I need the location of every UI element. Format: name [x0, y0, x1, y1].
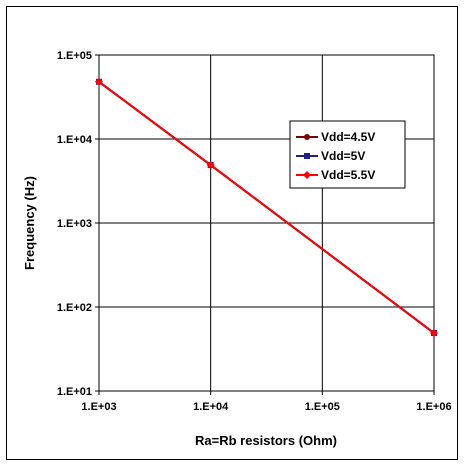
- x-tick-label: 1.E+03: [81, 401, 116, 413]
- legend-marker: [303, 171, 311, 179]
- y-tick-label: 1.E+03: [57, 218, 92, 230]
- x-tick-label: 1.E+04: [193, 401, 229, 413]
- series-layer: [95, 77, 438, 338]
- data-point: [206, 161, 215, 170]
- data-point: [430, 329, 438, 338]
- legend-label: Vdd=5.5V: [321, 168, 375, 182]
- legend-label: Vdd=4.5V: [321, 130, 375, 144]
- y-tick-label: 1.E+04: [57, 134, 93, 146]
- y-tick-label: 1.E+05: [57, 50, 92, 62]
- x-axis-title: Ra=Rb resistors (Ohm): [195, 433, 337, 448]
- chart-frame: 1.E+03 1.E+04 1.E+05 1.E+06 1.E+05 1.E+04 1.E+…: [6, 6, 458, 460]
- y-tick-label: 1.E+02: [57, 302, 92, 314]
- legend-label: Vdd=5V: [321, 149, 365, 163]
- tick-labels: 1.E+03 1.E+04 1.E+05 1.E+06 1.E+05 1.E+04 1.E+…: [57, 50, 452, 413]
- legend-marker: [304, 153, 310, 159]
- data-point: [95, 77, 103, 86]
- legend-marker: [304, 134, 310, 140]
- x-tick-label: 1.E+05: [305, 401, 340, 413]
- frequency-chart: 1.E+03 1.E+04 1.E+05 1.E+06 1.E+05 1.E+04 1.E+…: [22, 50, 452, 448]
- legend: Vdd=4.5V Vdd=5V Vdd=5.5V: [289, 120, 406, 189]
- x-tick-label: 1.E+06: [416, 401, 451, 413]
- y-axis-title: Frequency (Hz): [22, 176, 37, 270]
- y-tick-label: 1.E+01: [57, 386, 92, 398]
